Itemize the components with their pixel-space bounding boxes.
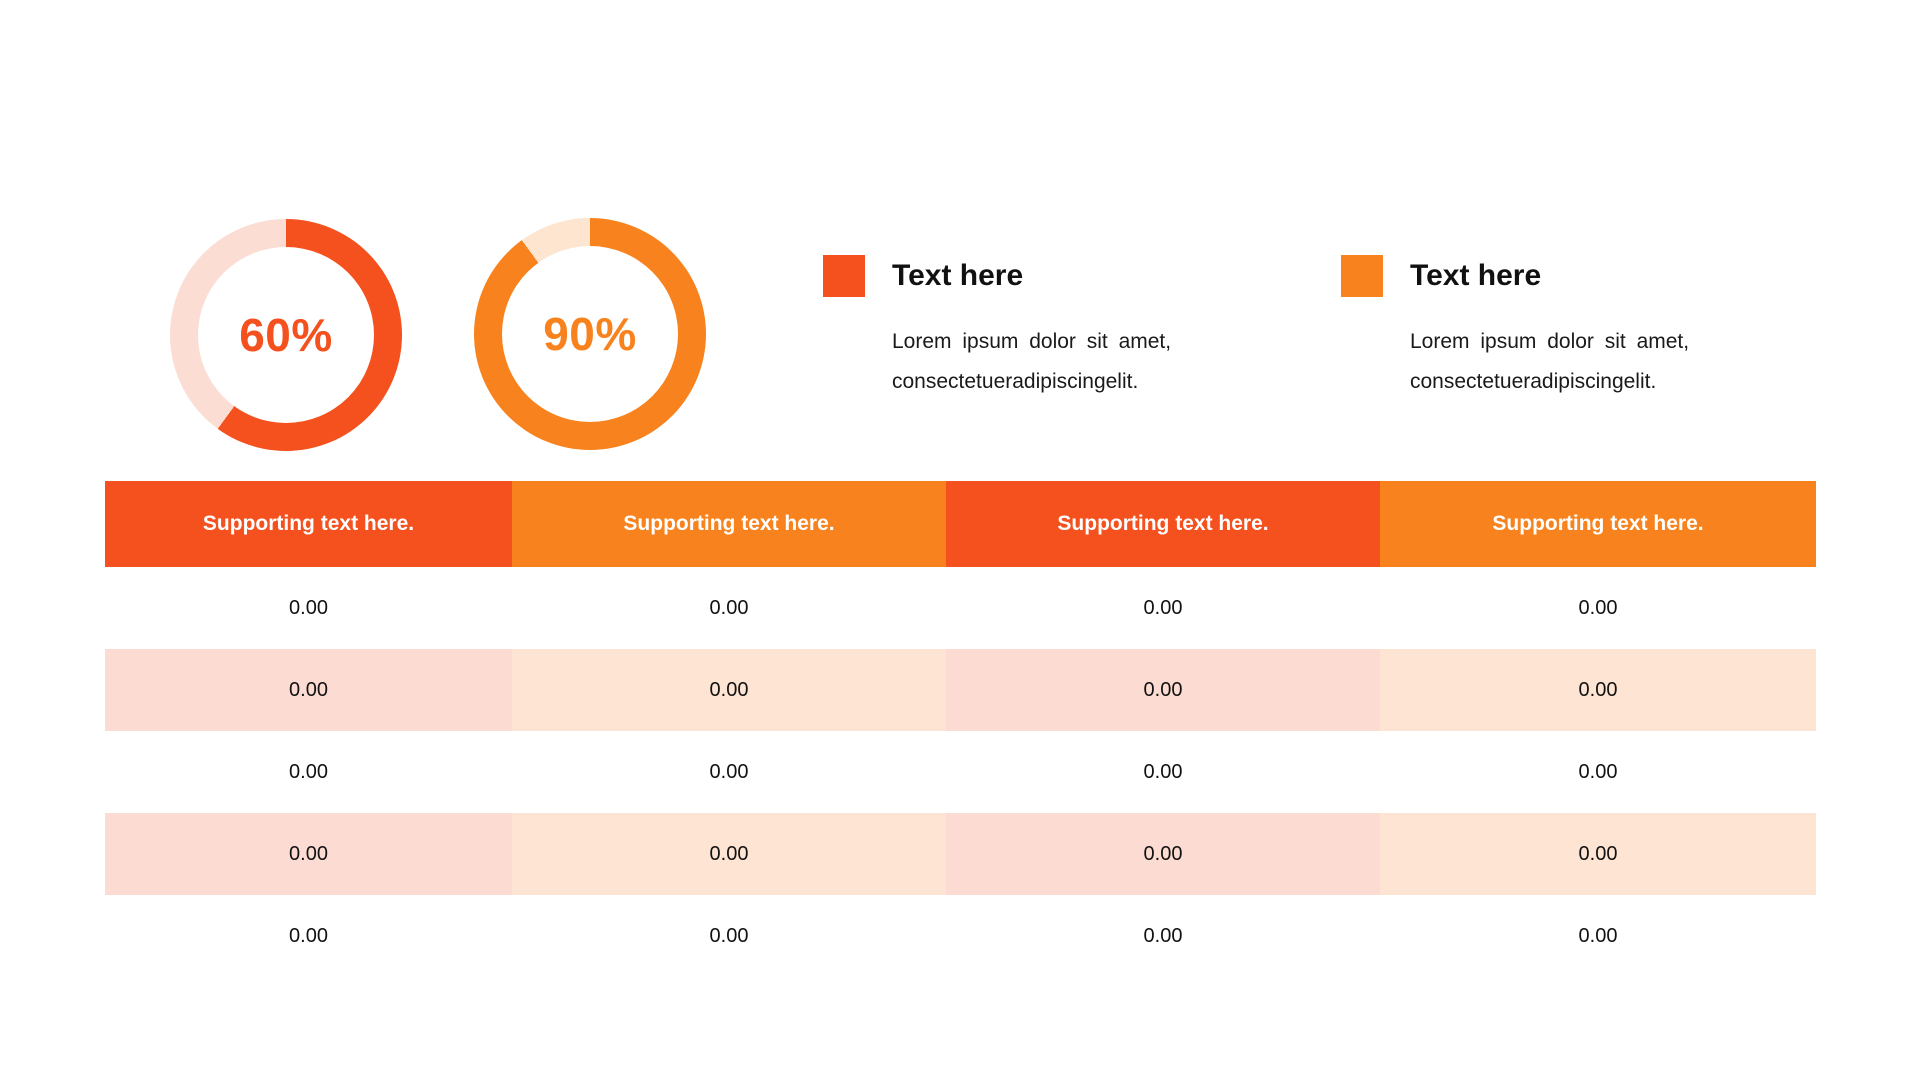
table-cell: 0.00 [105, 813, 512, 895]
donut-chart-60: 60% [170, 219, 402, 451]
table-row: 0.00 0.00 0.00 0.00 [105, 567, 1816, 649]
legend-text: Text here Lorem ipsum dolor sit amet, co… [892, 255, 1171, 402]
table-cell: 0.00 [105, 731, 512, 813]
table-row: 0.00 0.00 0.00 0.00 [105, 895, 1816, 977]
table-cell: 0.00 [1380, 649, 1816, 731]
table-cell: 0.00 [1380, 567, 1816, 649]
legend-body: Lorem ipsum dolor sit amet, consectetuer… [892, 322, 1171, 402]
legend-body: Lorem ipsum dolor sit amet, consectetuer… [1410, 322, 1689, 402]
table-row: 0.00 0.00 0.00 0.00 [105, 649, 1816, 731]
table-cell: 0.00 [946, 895, 1380, 977]
table-header-cell: Supporting text here. [1380, 481, 1816, 567]
legend-title: Text here [1410, 259, 1542, 292]
table-cell: 0.00 [512, 813, 946, 895]
table-cell: 0.00 [512, 567, 946, 649]
donut-chart-90: 90% [474, 218, 706, 450]
table-row: 0.00 0.00 0.00 0.00 [105, 731, 1816, 813]
color-swatch [1341, 255, 1383, 297]
table-cell: 0.00 [946, 813, 1380, 895]
table-cell: 0.00 [105, 895, 512, 977]
table-header-cell: Supporting text here. [105, 481, 512, 567]
donut-percent-label: 60% [239, 309, 333, 361]
legend-body-line2: consectetueradipiscingelit. [1410, 370, 1657, 393]
table-row: 0.00 0.00 0.00 0.00 [105, 813, 1816, 895]
legend-block: Text here Lorem ipsum dolor sit amet, co… [823, 255, 1171, 402]
table-cell: 0.00 [1380, 731, 1816, 813]
table-cell: 0.00 [105, 567, 512, 649]
color-swatch [823, 255, 865, 297]
donut-hole: 60% [198, 247, 374, 423]
table-cell: 0.00 [512, 649, 946, 731]
table-header-cell: Supporting text here. [946, 481, 1380, 567]
legend-text: Text here Lorem ipsum dolor sit amet, co… [1410, 255, 1689, 402]
legend-title: Text here [892, 259, 1024, 292]
table-cell: 0.00 [946, 649, 1380, 731]
table-cell: 0.00 [105, 649, 512, 731]
legend-block: Text here Lorem ipsum dolor sit amet, co… [1341, 255, 1689, 402]
table-header-cell: Supporting text here. [512, 481, 946, 567]
table-header-row: Supporting text here. Supporting text her… [105, 481, 1816, 567]
donut-percent-label: 90% [543, 308, 637, 360]
table-cell: 0.00 [1380, 895, 1816, 977]
table-cell: 0.00 [946, 731, 1380, 813]
data-table: Supporting text here. Supporting text her… [105, 481, 1816, 977]
legend-body-line1: Lorem ipsum dolor sit amet, [892, 330, 1172, 353]
legend-body-line1: Lorem ipsum dolor sit amet, [1410, 330, 1690, 353]
donut-hole: 90% [502, 246, 678, 422]
table-cell: 0.00 [512, 731, 946, 813]
table-cell: 0.00 [946, 567, 1380, 649]
table-cell: 0.00 [512, 895, 946, 977]
legend-body-line2: consectetueradipiscingelit. [892, 370, 1139, 393]
table-cell: 0.00 [1380, 813, 1816, 895]
